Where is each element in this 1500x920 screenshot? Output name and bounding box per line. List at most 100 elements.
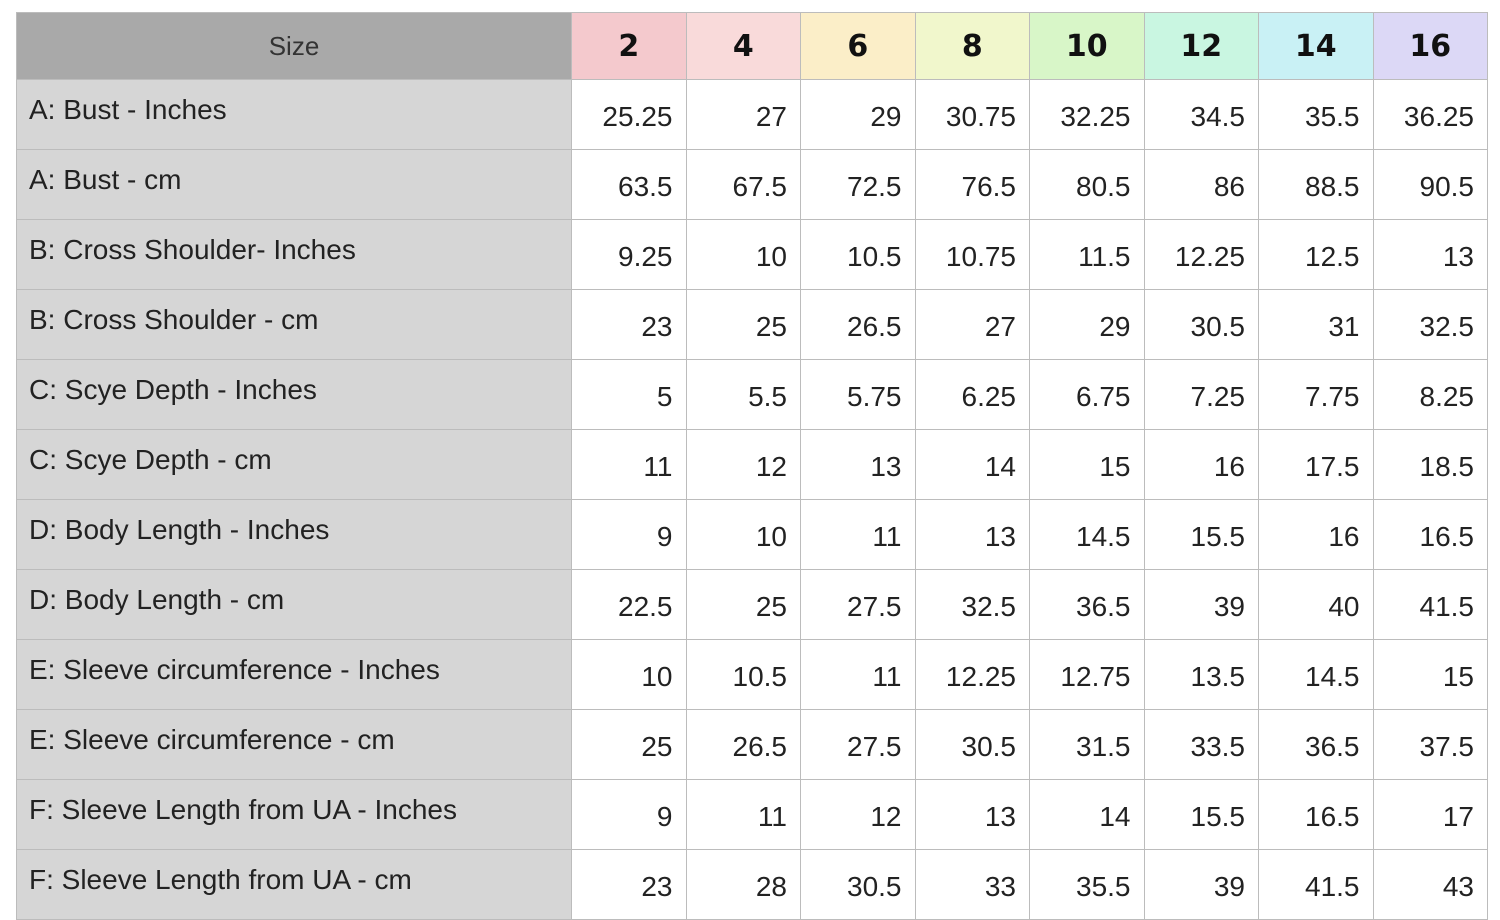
table-cell: 41.5 [1372, 569, 1488, 640]
table-cell: 76.5 [914, 149, 1030, 220]
table-cell: 31.5 [1029, 709, 1145, 780]
row-label: A: Bust - cm [16, 149, 572, 220]
table-cell: 26.5 [800, 289, 916, 360]
table-cell: 27 [685, 79, 801, 150]
table-cell: 39 [1143, 569, 1259, 640]
table-cell: 11 [685, 779, 801, 850]
table-cell: 25 [571, 709, 687, 780]
table-cell: 5.75 [800, 359, 916, 430]
row-label: C: Scye Depth - Inches [16, 359, 572, 430]
table-cell: 30.5 [1143, 289, 1259, 360]
row-label: E: Sleeve circumference - Inches [16, 639, 572, 710]
table-cell: 30.5 [800, 849, 916, 920]
size-column-header: 8 [914, 12, 1030, 80]
row-label: B: Cross Shoulder- Inches [16, 219, 572, 290]
table-cell: 43 [1372, 849, 1488, 920]
table-cell: 32.5 [914, 569, 1030, 640]
row-label: D: Body Length - Inches [16, 499, 572, 570]
size-column-header: 10 [1029, 12, 1145, 80]
table-cell: 29 [800, 79, 916, 150]
table-cell: 15.5 [1143, 779, 1259, 850]
row-label: F: Sleeve Length from UA - cm [16, 849, 572, 920]
table-cell: 7.25 [1143, 359, 1259, 430]
table-cell: 13 [800, 429, 916, 500]
table-cell: 12 [685, 429, 801, 500]
table-cell: 18.5 [1372, 429, 1488, 500]
table-cell: 9.25 [571, 219, 687, 290]
table-cell: 40 [1258, 569, 1374, 640]
table-cell: 33.5 [1143, 709, 1259, 780]
table-cell: 13 [914, 779, 1030, 850]
table-cell: 13 [1372, 219, 1488, 290]
table-cell: 22.5 [571, 569, 687, 640]
table-cell: 29 [1029, 289, 1145, 360]
table-cell: 23 [571, 289, 687, 360]
row-label: F: Sleeve Length from UA - Inches [16, 779, 572, 850]
table-row: E: Sleeve circumference - Inches 10 10.5 11… [16, 639, 1488, 710]
table-row: F: Sleeve Length from UA - Inches 9 11 12 13… [16, 779, 1488, 850]
table-row: D: Body Length - Inches 9 10 11 13 14.5 15.5 16… [16, 499, 1488, 570]
table-cell: 33 [914, 849, 1030, 920]
table-row: D: Body Length - cm 22.5 25 27.5 32.5 36.5 39 4… [16, 569, 1488, 640]
table-cell: 67.5 [685, 149, 801, 220]
table-cell: 35.5 [1029, 849, 1145, 920]
table-cell: 14.5 [1029, 499, 1145, 570]
table-cell: 34.5 [1143, 79, 1259, 150]
table-row: C: Scye Depth - cm 11 12 13 14 15 16 17.5 18.5 [16, 429, 1488, 500]
table-cell: 13.5 [1143, 639, 1259, 710]
table-cell: 15.5 [1143, 499, 1259, 570]
row-label: C: Scye Depth - cm [16, 429, 572, 500]
table-cell: 31 [1258, 289, 1374, 360]
header-row: Size 2 4 6 8 10 12 14 16 [16, 12, 1488, 80]
table-cell: 15 [1029, 429, 1145, 500]
table-cell: 25.25 [571, 79, 687, 150]
table-cell: 12.75 [1029, 639, 1145, 710]
size-column-header: 2 [571, 12, 687, 80]
table-row: B: Cross Shoulder- Inches 9.25 10 10.5 10.75… [16, 219, 1488, 290]
size-column-header: 6 [800, 12, 916, 80]
table-cell: 11 [800, 499, 916, 570]
table-cell: 10 [685, 499, 801, 570]
table-cell: 10.75 [914, 219, 1030, 290]
table-cell: 10.5 [800, 219, 916, 290]
table-cell: 27.5 [800, 709, 916, 780]
table-cell: 11 [800, 639, 916, 710]
table-cell: 12.25 [1143, 219, 1259, 290]
table-cell: 14 [1029, 779, 1145, 850]
table-cell: 36.5 [1258, 709, 1374, 780]
table-row: F: Sleeve Length from UA - cm 23 28 30.5 33 3… [16, 849, 1488, 920]
table-cell: 9 [571, 499, 687, 570]
table-cell: 12.5 [1258, 219, 1374, 290]
table-cell: 12.25 [914, 639, 1030, 710]
table-cell: 30.75 [914, 79, 1030, 150]
table-cell: 26.5 [685, 709, 801, 780]
table-cell: 28 [685, 849, 801, 920]
table-cell: 37.5 [1372, 709, 1488, 780]
table-row: A: Bust - cm 63.5 67.5 72.5 76.5 80.5 86 88.5 90… [16, 149, 1488, 220]
row-label: A: Bust - Inches [16, 79, 572, 150]
table-cell: 7.75 [1258, 359, 1374, 430]
size-header: Size [16, 12, 572, 80]
table-cell: 10 [571, 639, 687, 710]
table-cell: 14.5 [1258, 639, 1374, 710]
table-cell: 13 [914, 499, 1030, 570]
table-cell: 35.5 [1258, 79, 1374, 150]
table-cell: 36.5 [1029, 569, 1145, 640]
table-cell: 9 [571, 779, 687, 850]
table-cell: 25 [685, 569, 801, 640]
table-cell: 6.25 [914, 359, 1030, 430]
row-label: D: Body Length - cm [16, 569, 572, 640]
table-cell: 17.5 [1258, 429, 1374, 500]
table-cell: 27 [914, 289, 1030, 360]
table-row: C: Scye Depth - Inches 5 5.5 5.75 6.25 6.75 7.… [16, 359, 1488, 430]
table-row: A: Bust - Inches 25.25 27 29 30.75 32.25 34.5 3… [16, 79, 1488, 150]
table-cell: 27.5 [800, 569, 916, 640]
table-cell: 25 [685, 289, 801, 360]
table-cell: 16 [1258, 499, 1374, 570]
size-column-header: 14 [1258, 12, 1374, 80]
table-cell: 86 [1143, 149, 1259, 220]
table-cell: 16 [1143, 429, 1259, 500]
table-cell: 88.5 [1258, 149, 1374, 220]
size-column-header: 4 [685, 12, 801, 80]
row-label: E: Sleeve circumference - cm [16, 709, 572, 780]
